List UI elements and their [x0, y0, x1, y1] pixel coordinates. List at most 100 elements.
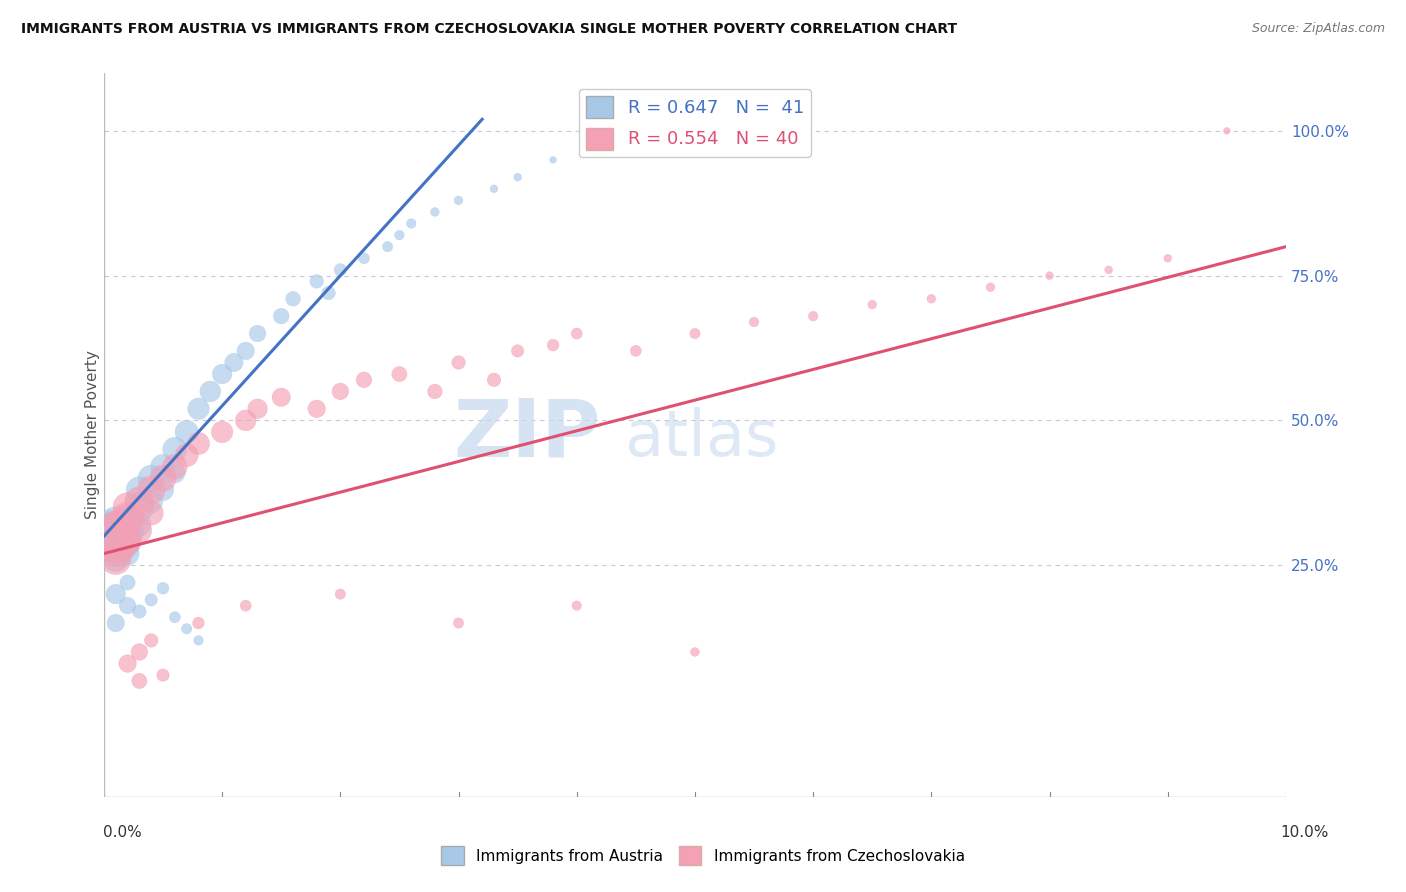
Point	[163, 442, 186, 457]
Point	[742, 315, 765, 329]
Point	[141, 506, 163, 520]
Point	[104, 615, 127, 630]
Point	[117, 524, 139, 538]
Point	[176, 425, 198, 439]
Point	[377, 240, 399, 254]
Point	[117, 512, 139, 526]
Point	[104, 535, 127, 549]
Point	[565, 599, 588, 613]
Point	[801, 309, 824, 323]
Point	[117, 599, 139, 613]
Point	[329, 263, 352, 277]
Point	[152, 459, 174, 474]
Point	[141, 592, 163, 607]
Point	[506, 170, 529, 185]
Point	[920, 292, 942, 306]
Point	[1098, 263, 1121, 277]
Point	[117, 535, 139, 549]
Text: ZIP: ZIP	[453, 396, 600, 474]
Point	[683, 326, 706, 341]
Point	[128, 517, 150, 532]
Point	[141, 471, 163, 485]
Point	[613, 124, 636, 138]
Point	[624, 343, 647, 358]
Legend: R = 0.647   N =  41, R = 0.554   N = 40: R = 0.647 N = 41, R = 0.554 N = 40	[579, 89, 811, 157]
Text: Source: ZipAtlas.com: Source: ZipAtlas.com	[1251, 22, 1385, 36]
Point	[1038, 268, 1060, 283]
Point	[860, 297, 883, 311]
Point	[200, 384, 222, 399]
Point	[141, 633, 163, 648]
Point	[152, 483, 174, 497]
Point	[329, 384, 352, 399]
Point	[447, 355, 470, 369]
Point	[447, 194, 470, 208]
Point	[128, 500, 150, 515]
Point	[128, 604, 150, 618]
Point	[329, 587, 352, 601]
Point	[1157, 252, 1180, 266]
Point	[541, 153, 564, 167]
Point	[281, 292, 304, 306]
Point	[141, 483, 163, 497]
Point	[482, 373, 505, 387]
Point	[388, 228, 411, 243]
Point	[152, 668, 174, 682]
Legend: Immigrants from Austria, Immigrants from Czechoslovakia: Immigrants from Austria, Immigrants from…	[434, 840, 972, 871]
Point	[187, 615, 209, 630]
Point	[506, 343, 529, 358]
Point	[423, 384, 446, 399]
Point	[117, 657, 139, 671]
Point	[399, 217, 422, 231]
Point	[128, 645, 150, 659]
Point	[163, 459, 186, 474]
Point	[388, 367, 411, 381]
Text: 0.0%: 0.0%	[103, 825, 142, 840]
Text: 10.0%: 10.0%	[1281, 825, 1329, 840]
Point	[104, 517, 127, 532]
Point	[104, 552, 127, 566]
Point	[117, 512, 139, 526]
Point	[117, 575, 139, 590]
Point	[104, 552, 127, 566]
Text: atlas: atlas	[624, 408, 779, 469]
Point	[565, 326, 588, 341]
Point	[683, 645, 706, 659]
Point	[104, 587, 127, 601]
Point	[305, 401, 328, 416]
Point	[482, 182, 505, 196]
Point	[600, 136, 623, 150]
Point	[270, 390, 292, 404]
Point	[163, 466, 186, 480]
Point	[163, 610, 186, 624]
Point	[235, 343, 257, 358]
Point	[104, 529, 127, 543]
Point	[246, 326, 269, 341]
Point	[128, 483, 150, 497]
Point	[246, 401, 269, 416]
Point	[128, 524, 150, 538]
Point	[541, 338, 564, 352]
Point	[104, 529, 127, 543]
Point	[104, 541, 127, 555]
Point	[187, 633, 209, 648]
Point	[104, 541, 127, 555]
Point	[141, 494, 163, 508]
Point	[222, 355, 245, 369]
Point	[187, 401, 209, 416]
Point	[211, 425, 233, 439]
Point	[979, 280, 1001, 294]
Point	[128, 673, 150, 688]
Point	[152, 582, 174, 596]
Y-axis label: Single Mother Poverty: Single Mother Poverty	[86, 351, 100, 519]
Point	[305, 274, 328, 288]
Point	[104, 517, 127, 532]
Point	[318, 285, 340, 300]
Point	[176, 622, 198, 636]
Text: IMMIGRANTS FROM AUSTRIA VS IMMIGRANTS FROM CZECHOSLOVAKIA SINGLE MOTHER POVERTY : IMMIGRANTS FROM AUSTRIA VS IMMIGRANTS FR…	[21, 22, 957, 37]
Point	[235, 413, 257, 427]
Point	[270, 309, 292, 323]
Point	[152, 471, 174, 485]
Point	[176, 448, 198, 462]
Point	[128, 494, 150, 508]
